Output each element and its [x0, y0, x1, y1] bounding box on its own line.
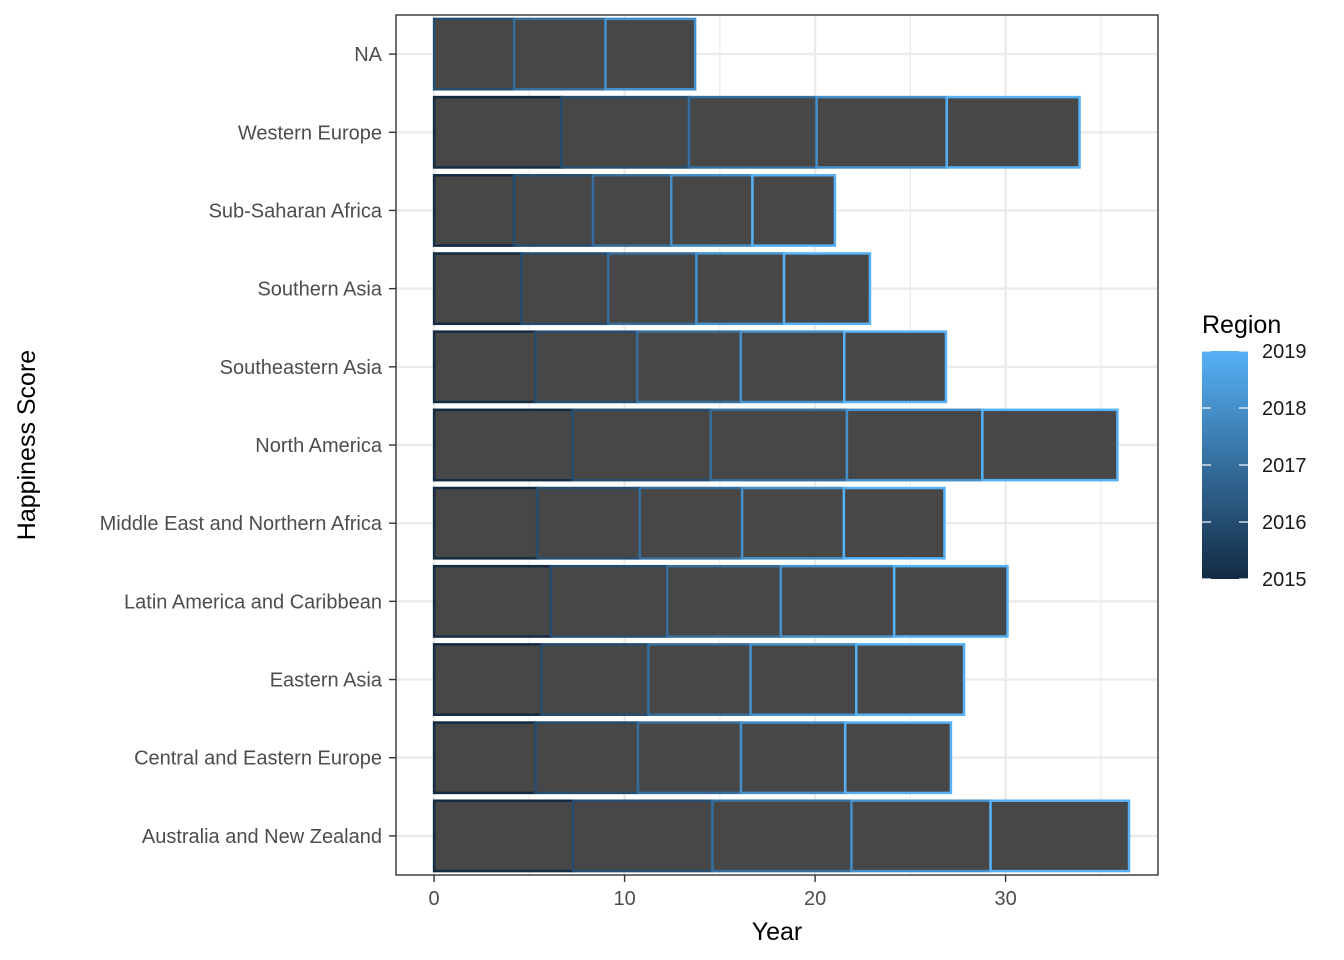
bar-segment: [432, 799, 575, 873]
y-tick-label: Latin America and Caribbean: [124, 591, 382, 613]
bar-segment: [571, 799, 714, 873]
bar-segment: [989, 799, 1131, 873]
bars: [432, 17, 1131, 873]
bar-segment: [782, 252, 872, 326]
bar-segment: [591, 174, 673, 247]
y-tick-label: Central and Eastern Europe: [134, 748, 382, 770]
y-tick-label: Western Europe: [238, 122, 382, 144]
bar-segment: [636, 721, 743, 795]
bar-segment: [606, 252, 698, 326]
bar-segment: [687, 95, 818, 169]
bar-segment: [540, 643, 650, 716]
bar-segment: [711, 799, 853, 873]
bar-segment: [740, 486, 846, 560]
bar-segment: [638, 486, 744, 560]
y-tick-label: Middle East and Northern Africa: [100, 513, 383, 535]
bar-segment: [695, 252, 786, 326]
bar-segment: [571, 408, 712, 482]
bar-segment: [432, 408, 574, 482]
bar-segment: [842, 486, 946, 560]
legend-ticks: 2019 2018 2017 2016 2015: [1202, 341, 1307, 591]
bar-segment: [854, 643, 966, 716]
bar-segment: [432, 330, 537, 404]
bar-segment: [845, 408, 984, 482]
bar-segment: [432, 721, 537, 795]
y-tick-label: Southern Asia: [257, 279, 382, 301]
y-tick-label: Southeastern Asia: [220, 357, 383, 379]
x-tick-label: 0: [429, 888, 440, 910]
bar-segment: [635, 330, 743, 404]
x-axis: 0 10 20 30: [429, 875, 1017, 910]
bar-segment: [432, 643, 543, 716]
bar-segment: [604, 17, 697, 91]
bar-segment: [520, 252, 610, 326]
bar-segment: [647, 643, 752, 716]
bar-segment: [981, 408, 1119, 482]
y-tick-label: Australia and New Zealand: [142, 826, 382, 848]
y-axis-title: Happiness Score: [13, 350, 41, 540]
bar-segment: [432, 486, 539, 560]
bar-segment: [739, 330, 846, 404]
bar-segment: [549, 564, 669, 638]
bar-segment: [709, 408, 849, 482]
bar-segment: [892, 564, 1009, 638]
bar-segment: [535, 486, 642, 560]
y-axis: Australia and New Zealand Central and Eas…: [100, 44, 396, 848]
bar-segment: [842, 330, 948, 404]
y-tick-label: Sub-Saharan Africa: [209, 200, 383, 222]
bar-segment: [945, 95, 1081, 169]
bar-segment: [560, 95, 691, 169]
bar-segment: [512, 17, 607, 91]
bar-segment: [843, 721, 953, 795]
bar-segment: [432, 174, 516, 247]
x-tick-label: 20: [804, 888, 826, 910]
y-tick-label: NA: [354, 44, 382, 66]
bar-segment: [534, 330, 639, 404]
legend-label: 2018: [1262, 398, 1307, 420]
bar-segment: [512, 174, 595, 247]
bar-segment: [749, 643, 858, 716]
bar-segment: [432, 564, 553, 638]
legend-label: 2016: [1262, 512, 1307, 534]
bar-segment: [534, 721, 640, 795]
x-axis-title: Year: [752, 918, 803, 946]
legend-label: 2017: [1262, 455, 1307, 477]
legend: Region 2019 2018 2017 2016 2015: [1202, 311, 1307, 591]
bar-segment: [850, 799, 992, 873]
bar-segment: [432, 95, 563, 169]
legend-label: 2015: [1262, 569, 1307, 591]
bar-segment: [751, 174, 837, 247]
bar-segment: [432, 17, 516, 91]
y-tick-label: Eastern Asia: [270, 670, 383, 692]
bar-segment: [666, 564, 783, 638]
x-tick-label: 10: [613, 888, 635, 910]
bar-segment: [670, 174, 754, 247]
legend-label: 2019: [1262, 341, 1307, 363]
bar-segment: [739, 721, 847, 795]
bar-segment: [432, 252, 523, 326]
bar-segment: [815, 95, 948, 169]
x-tick-label: 30: [994, 888, 1016, 910]
y-tick-label: North America: [255, 435, 383, 457]
bar-segment: [779, 564, 896, 638]
legend-title: Region: [1202, 311, 1281, 339]
